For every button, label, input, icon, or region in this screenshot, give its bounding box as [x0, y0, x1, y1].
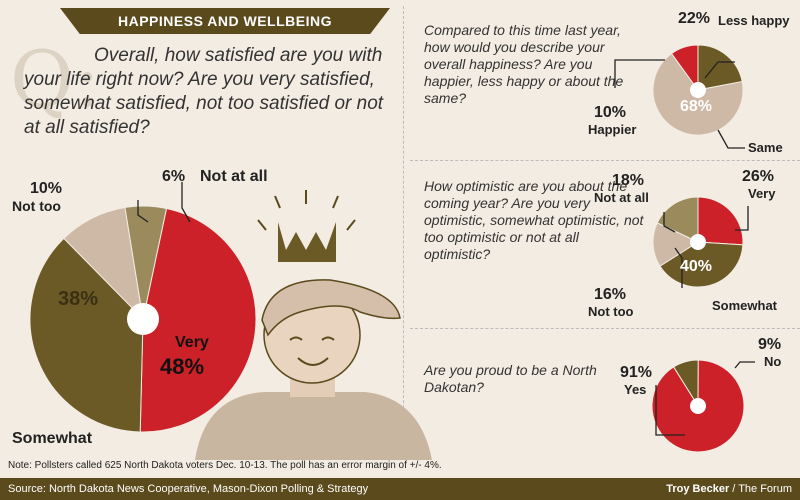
satisfaction-center-hole: [127, 303, 159, 335]
happy-less-pct: 22%: [678, 10, 711, 27]
footer-source: Source: North Dakota News Cooperative, M…: [8, 483, 369, 495]
opt-nottoo-label: Not too: [588, 304, 634, 319]
label-nottoo-pct: 10%: [30, 180, 63, 197]
happiness-center-hole: [690, 82, 706, 98]
happy-same-label: Same: [748, 140, 783, 155]
opt-somewhat-label: Somewhat: [712, 298, 778, 313]
label-somewhat: Somewhat: [12, 430, 93, 447]
divider-2: [410, 328, 800, 329]
happiness-slice-happier: [670, 44, 699, 92]
happy-less-label: Less happy: [718, 13, 790, 28]
label-somewhat-pct: 38%: [58, 288, 99, 310]
optimism-question: How optimistic are you about the coming …: [424, 178, 644, 262]
label-very: Very: [175, 334, 209, 351]
satisfaction-slice-very: [139, 207, 257, 433]
happiness-slice-less-happy: [697, 44, 743, 91]
footer-credit: Troy Becker / The Forum: [666, 483, 792, 495]
satisfaction-slice-somewhat: [29, 237, 144, 433]
opt-notatall-label: Not at all: [594, 190, 649, 205]
leader-lines: [137, 59, 755, 436]
happy-happier-label: Happier: [588, 122, 637, 137]
satisfaction-slice-not-at-all: [124, 205, 168, 320]
proud-yes-pct: 91%: [620, 364, 653, 381]
proud-yes-label: Yes: [624, 382, 647, 397]
main-question: Overall, how satisfied are you with your…: [24, 45, 384, 138]
divider-1: [410, 160, 800, 161]
proud-no-label: No: [764, 354, 782, 369]
footer-bar: Source: North Dakota News Cooperative, M…: [0, 478, 800, 500]
label-notatall-pct: 6%: [162, 168, 186, 185]
opt-notatall-pct: 18%: [612, 172, 645, 189]
optimism-slice-not-at-all: [656, 196, 699, 243]
happy-same-pct: 68%: [680, 98, 713, 115]
label-nottoo: Not too: [12, 198, 61, 214]
section-banner: HAPPINESS AND WELLBEING: [60, 8, 390, 34]
q-letter: Q:: [10, 35, 101, 125]
opt-nottoo-pct: 16%: [594, 286, 627, 303]
opt-somewhat-pct: 40%: [680, 258, 713, 275]
happiness-question: Compared to this time last year, how wou…: [424, 22, 624, 106]
optimism-center-hole: [690, 234, 706, 250]
vertical-divider: [403, 6, 404, 458]
optimism-slice-very: [697, 196, 744, 246]
label-notatall: Not at all: [200, 168, 268, 185]
optimism-slice-not-too: [652, 222, 700, 267]
proud-question: Are you proud to be a North Dakotan?: [424, 362, 597, 395]
person-illustration: [195, 190, 432, 460]
opt-very-pct: 26%: [742, 168, 775, 185]
happy-happier-pct: 10%: [594, 104, 627, 121]
proud-center-hole: [690, 398, 706, 414]
opt-very-label: Very: [748, 186, 776, 201]
label-very-pct: 48%: [160, 354, 205, 379]
proud-no-pct: 9%: [758, 336, 782, 353]
footer-note: Note: Pollsters called 625 North Dakota …: [8, 460, 442, 471]
